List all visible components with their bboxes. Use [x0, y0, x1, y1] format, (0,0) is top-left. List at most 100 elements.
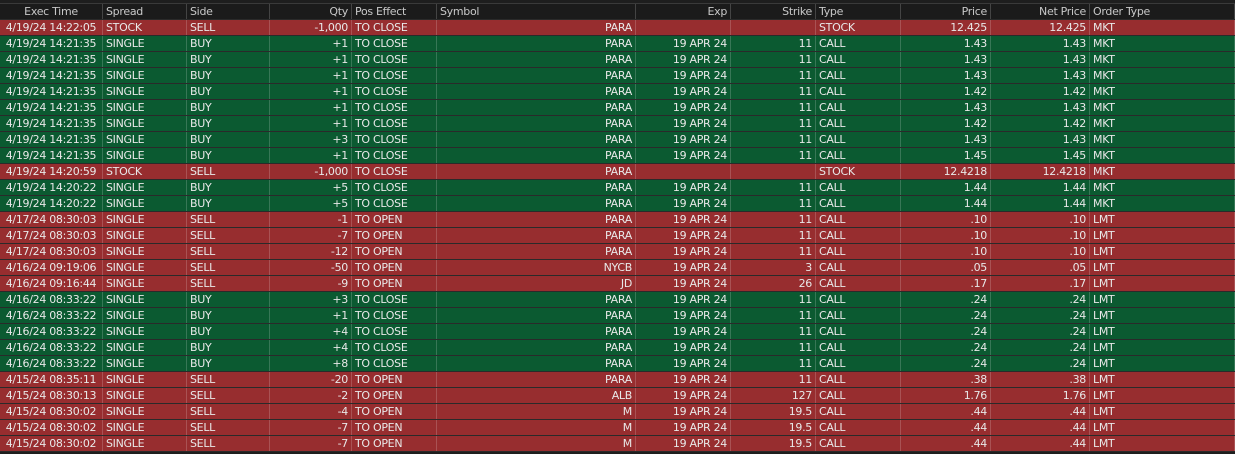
table-row[interactable]: 4/19/24 14:21:35 SINGLE BUY +1 TO CLOSE PARA 1… [0, 148, 1235, 164]
column-header-qty[interactable]: Qty [270, 4, 352, 19]
table-row[interactable]: 4/19/24 14:21:35 SINGLE BUY +1 TO CLOSE PARA 1… [0, 84, 1235, 100]
cell-exec-time: 4/16/24 08:33:22 [0, 356, 103, 371]
table-row[interactable]: 4/16/24 09:16:44 SINGLE SELL -9 TO OPEN JD 19 … [0, 276, 1235, 292]
cell-strike: 11 [731, 52, 816, 67]
table-row[interactable]: 4/15/24 08:30:02 SINGLE SELL -7 TO OPEN M 19 A… [0, 420, 1235, 436]
column-header-price[interactable]: Price [901, 4, 991, 19]
cell-symbol: PARA [437, 212, 636, 227]
table-body: 4/19/24 14:22:05 STOCK SELL -1,000 TO CLOSE P… [0, 20, 1235, 452]
table-row[interactable]: 4/19/24 14:20:59 STOCK SELL -1,000 TO CLOSE P… [0, 164, 1235, 180]
table-row[interactable]: 4/16/24 09:19:06 SINGLE SELL -50 TO OPEN NYCB… [0, 260, 1235, 276]
table-row[interactable]: 4/19/24 14:21:35 SINGLE BUY +1 TO CLOSE PARA 1… [0, 36, 1235, 52]
cell-qty: -9 [270, 276, 352, 291]
cell-strike: 11 [731, 292, 816, 307]
cell-net-price: 1.76 [991, 388, 1090, 403]
column-header-pos-effect[interactable]: Pos Effect [352, 4, 437, 19]
cell-qty: +3 [270, 292, 352, 307]
table-row[interactable]: 4/15/24 08:30:02 SINGLE SELL -7 TO OPEN M 19 A… [0, 436, 1235, 452]
cell-exec-time: 4/15/24 08:30:02 [0, 404, 103, 419]
column-header-order-type[interactable]: Order Type [1090, 4, 1235, 19]
table-row[interactable]: 4/15/24 08:30:02 SINGLE SELL -4 TO OPEN M 19 A… [0, 404, 1235, 420]
column-header-strike[interactable]: Strike [731, 4, 816, 19]
cell-exec-time: 4/19/24 14:21:35 [0, 68, 103, 83]
cell-exp: 19 APR 24 [636, 276, 731, 291]
cell-qty: -12 [270, 244, 352, 259]
table-row[interactable]: 4/19/24 14:22:05 STOCK SELL -1,000 TO CLOSE P… [0, 20, 1235, 36]
cell-type: CALL [816, 100, 901, 115]
table-row[interactable]: 4/19/24 14:21:35 SINGLE BUY +1 TO CLOSE PARA 1… [0, 100, 1235, 116]
cell-exp: 19 APR 24 [636, 212, 731, 227]
table-row[interactable]: 4/19/24 14:21:35 SINGLE BUY +1 TO CLOSE PARA 1… [0, 52, 1235, 68]
column-header-type[interactable]: Type [816, 4, 901, 19]
column-header-exec-time[interactable]: Exec Time [0, 4, 103, 19]
cell-order-type: LMT [1090, 436, 1235, 451]
cell-spread: SINGLE [103, 276, 187, 291]
cell-pos-effect: TO OPEN [352, 212, 437, 227]
cell-pos-effect: TO CLOSE [352, 340, 437, 355]
cell-spread: SINGLE [103, 52, 187, 67]
cell-exec-time: 4/15/24 08:30:13 [0, 388, 103, 403]
cell-price: 1.42 [901, 84, 991, 99]
cell-order-type: LMT [1090, 292, 1235, 307]
cell-spread: SINGLE [103, 308, 187, 323]
cell-side: BUY [187, 180, 270, 195]
cell-pos-effect: TO OPEN [352, 436, 437, 451]
cell-exp: 19 APR 24 [636, 356, 731, 371]
column-header-symbol[interactable]: Symbol [437, 4, 636, 19]
cell-spread: SINGLE [103, 116, 187, 131]
cell-type: CALL [816, 180, 901, 195]
table-row[interactable]: 4/17/24 08:30:03 SINGLE SELL -7 TO OPEN PARA 1… [0, 228, 1235, 244]
cell-type: CALL [816, 116, 901, 131]
cell-symbol: PARA [437, 372, 636, 387]
cell-order-type: LMT [1090, 244, 1235, 259]
cell-exp: 19 APR 24 [636, 324, 731, 339]
cell-order-type: MKT [1090, 116, 1235, 131]
cell-pos-effect: TO CLOSE [352, 116, 437, 131]
cell-price: .10 [901, 228, 991, 243]
cell-net-price: .10 [991, 228, 1090, 243]
cell-qty: -20 [270, 372, 352, 387]
table-row[interactable]: 4/17/24 08:30:03 SINGLE SELL -12 TO OPEN PARA… [0, 244, 1235, 260]
table-row[interactable]: 4/17/24 08:30:03 SINGLE SELL -1 TO OPEN PARA 1… [0, 212, 1235, 228]
column-header-spread[interactable]: Spread [103, 4, 187, 19]
cell-side: SELL [187, 260, 270, 275]
table-row[interactable]: 4/15/24 08:30:13 SINGLE SELL -2 TO OPEN ALB 19… [0, 388, 1235, 404]
cell-spread: SINGLE [103, 324, 187, 339]
cell-qty: -50 [270, 260, 352, 275]
table-row[interactable]: 4/19/24 14:21:35 SINGLE BUY +1 TO CLOSE PARA 1… [0, 116, 1235, 132]
cell-pos-effect: TO CLOSE [352, 68, 437, 83]
cell-qty: -7 [270, 436, 352, 451]
cell-strike: 11 [731, 308, 816, 323]
cell-strike: 11 [731, 148, 816, 163]
table-row[interactable]: 4/16/24 08:33:22 SINGLE BUY +8 TO CLOSE PARA 1… [0, 356, 1235, 372]
cell-pos-effect: TO OPEN [352, 372, 437, 387]
cell-pos-effect: TO CLOSE [352, 148, 437, 163]
table-row[interactable]: 4/19/24 14:21:35 SINGLE BUY +1 TO CLOSE PARA 1… [0, 68, 1235, 84]
table-row[interactable]: 4/16/24 08:33:22 SINGLE BUY +4 TO CLOSE PARA 1… [0, 324, 1235, 340]
cell-exec-time: 4/16/24 08:33:22 [0, 340, 103, 355]
cell-exec-time: 4/19/24 14:21:35 [0, 52, 103, 67]
table-row[interactable]: 4/19/24 14:21:35 SINGLE BUY +3 TO CLOSE PARA 1… [0, 132, 1235, 148]
cell-exp: 19 APR 24 [636, 148, 731, 163]
cell-type: CALL [816, 212, 901, 227]
table-row[interactable]: 4/16/24 08:33:22 SINGLE BUY +3 TO CLOSE PARA 1… [0, 292, 1235, 308]
cell-price: 1.76 [901, 388, 991, 403]
cell-price: 1.43 [901, 36, 991, 51]
table-row[interactable]: 4/19/24 14:20:22 SINGLE BUY +5 TO CLOSE PARA 1… [0, 196, 1235, 212]
cell-spread: STOCK [103, 164, 187, 179]
column-header-side[interactable]: Side [187, 4, 270, 19]
table-row[interactable]: 4/16/24 08:33:22 SINGLE BUY +1 TO CLOSE PARA 1… [0, 308, 1235, 324]
table-row[interactable]: 4/16/24 08:33:22 SINGLE BUY +4 TO CLOSE PARA 1… [0, 340, 1235, 356]
cell-strike: 11 [731, 244, 816, 259]
cell-price: 1.43 [901, 52, 991, 67]
cell-order-type: LMT [1090, 356, 1235, 371]
cell-price: .24 [901, 324, 991, 339]
cell-pos-effect: TO OPEN [352, 404, 437, 419]
cell-spread: SINGLE [103, 180, 187, 195]
cell-qty: +1 [270, 148, 352, 163]
cell-net-price: .10 [991, 212, 1090, 227]
table-row[interactable]: 4/19/24 14:20:22 SINGLE BUY +5 TO CLOSE PARA 1… [0, 180, 1235, 196]
column-header-exp[interactable]: Exp [636, 4, 731, 19]
column-header-net-price[interactable]: Net Price [991, 4, 1090, 19]
table-row[interactable]: 4/15/24 08:35:11 SINGLE SELL -20 TO OPEN PARA… [0, 372, 1235, 388]
